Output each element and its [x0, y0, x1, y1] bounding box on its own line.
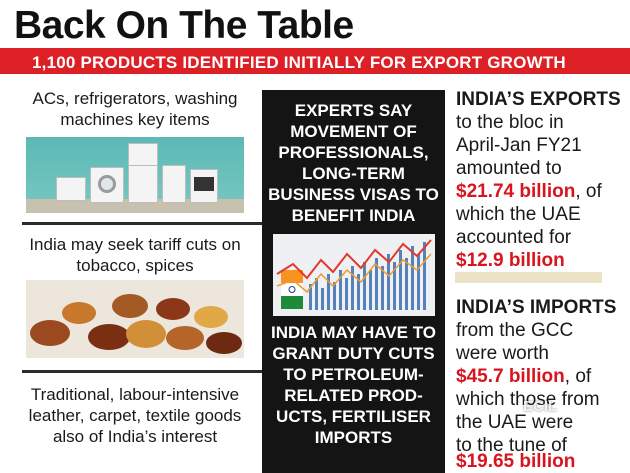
- right-separator: [455, 272, 602, 283]
- exports-line-2: April-Jan FY21: [456, 135, 582, 156]
- left-divider-1: [22, 222, 262, 225]
- exports-value-total: $21.74 billion: [456, 181, 576, 202]
- page-title: Back On The Table: [14, 4, 354, 47]
- spices-image: [26, 280, 244, 358]
- textiles-caption: Traditional, labour-intensive leather, c…: [28, 385, 242, 446]
- exports-line-5: accounted for: [456, 227, 572, 248]
- watermark: ECIL: [523, 398, 558, 415]
- imports-line-1: from the GCC: [456, 320, 574, 341]
- imports-value-uae: $19.65 billion: [456, 451, 576, 472]
- center-top-text: EXPERTS SAY MOVEMENT OF PROFESSIONALS, L…: [268, 101, 439, 225]
- imports-line-2: were worth: [456, 343, 549, 364]
- imports-value-suffix: , of: [564, 366, 592, 387]
- exports-value-suffix: , of: [575, 181, 602, 202]
- imports-line-5: to the tune of: [456, 435, 567, 456]
- exports-line-3: amounted to: [456, 158, 562, 179]
- imports-value-total: $45.7 billion: [456, 366, 565, 387]
- exports-line-4: which the UAE: [456, 204, 581, 225]
- imports-line-4: the UAE were: [456, 412, 574, 433]
- exports-heading: INDIA’S EXPORTS: [456, 89, 621, 110]
- appliances-image: [26, 137, 244, 213]
- banner-text: 1,100 PRODUCTS IDENTIFIED INITIALLY FOR …: [32, 53, 566, 72]
- left-divider-2: [22, 370, 262, 373]
- headline-banner: 1,100 PRODUCTS IDENTIFIED INITIALLY FOR …: [0, 48, 630, 74]
- exports-value-line: $21.74 billion, of: [456, 180, 602, 203]
- exports-line-1: to the bloc in: [456, 112, 564, 133]
- spices-caption: India may seek tariff cuts on tobacco, s…: [29, 235, 241, 275]
- center-bottom-text: INDIA MAY HAVE TO GRANT DUTY CUTS TO PET…: [271, 323, 436, 447]
- imports-line-3: which those from: [456, 389, 600, 410]
- exports-value-uae: $12.9 billion: [456, 250, 565, 271]
- imports-heading: INDIA’S IMPORTS: [456, 297, 617, 318]
- imports-value-line: $45.7 billion, of: [456, 365, 591, 388]
- appliances-caption: ACs, refrigerators, washing machines key…: [32, 89, 238, 129]
- india-flag-chart-graphic: [273, 234, 435, 316]
